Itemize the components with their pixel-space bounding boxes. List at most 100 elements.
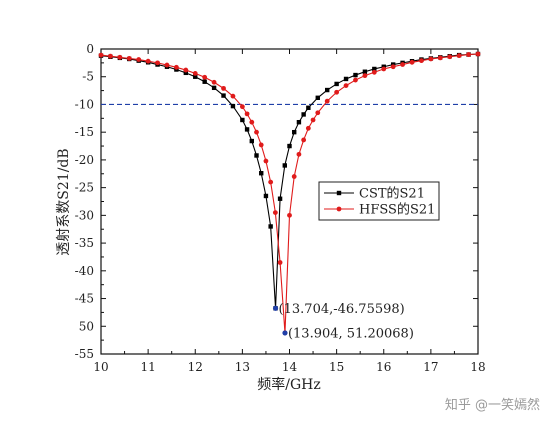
y-tick-label: -40 (75, 264, 94, 278)
watermark-text: 知乎 @一笑嫣然 (445, 397, 540, 413)
series-2-point (108, 53, 113, 59)
series-2-point (263, 158, 269, 164)
y-tick-label: -25 (75, 181, 94, 195)
series-2-point (390, 64, 396, 70)
series-1-point (221, 93, 226, 98)
series-2-point (244, 111, 250, 117)
series-2-point (437, 55, 443, 61)
y-tick-label: -55 (75, 347, 94, 361)
annotation-marker (272, 305, 279, 311)
series-2-point (428, 56, 434, 62)
series-1-point (193, 74, 198, 79)
series-2-point (192, 71, 198, 76)
series-2-point (409, 59, 415, 65)
y-tick-label: -45 (75, 292, 94, 306)
series-1-point (263, 193, 269, 199)
series-2-point (400, 62, 405, 67)
series-2-point (419, 58, 424, 64)
series-2-point (315, 110, 321, 116)
series-2-point (145, 58, 151, 64)
series-2-point (249, 119, 255, 125)
series-1-point (362, 69, 368, 74)
y-tick-label: -20 (75, 153, 94, 167)
y-tick-label: 0 (86, 42, 94, 56)
series-1-point (287, 143, 292, 149)
x-tick-label: 12 (188, 360, 203, 374)
series-2-point (343, 83, 349, 88)
series-2-point (353, 77, 358, 83)
series-2-point (447, 54, 453, 60)
series-2-point (211, 79, 217, 85)
series-2-point (277, 260, 283, 265)
y-tick-label: -30 (75, 208, 94, 222)
series-2-point (268, 179, 274, 185)
series-line-1 (100, 53, 479, 309)
series-2-point (117, 54, 123, 60)
series-2-point (334, 89, 340, 95)
series-2-point (362, 73, 368, 79)
annotation-label: (13.904, 51.20068) (288, 326, 414, 341)
series-1-point (254, 153, 259, 158)
x-tick-label: 11 (140, 360, 155, 374)
series-2-point (475, 51, 481, 57)
series-2-point (296, 151, 302, 157)
series-2-point (126, 56, 132, 61)
x-tick-label: 10 (93, 360, 108, 374)
annotation-marker (282, 330, 288, 336)
series-1-point (183, 70, 189, 76)
series-2-point (305, 125, 311, 131)
series-1-point (325, 87, 330, 93)
series-2-point (456, 53, 462, 59)
series-2-point (183, 67, 189, 73)
x-tick-label: 15 (329, 360, 344, 374)
series-1-point (211, 85, 217, 91)
series-2-point (98, 52, 104, 58)
annotation-label: (13.704,-46.75598) (279, 302, 405, 317)
series-2-point (466, 52, 471, 57)
series-2-point (254, 129, 259, 135)
x-tick-label: 14 (282, 360, 298, 374)
y-tick-label: -35 (75, 236, 94, 250)
series-2-point (324, 98, 330, 104)
series-2-point (371, 69, 377, 75)
series-1-point (244, 127, 250, 132)
y-axis-label: 透射系数S21/dB (56, 148, 72, 255)
legend-entry-label: CST的S21 (359, 186, 425, 202)
series-2-point (239, 104, 245, 110)
y-tick-label: -5 (82, 70, 94, 84)
y-tick-label: -15 (75, 125, 94, 139)
y-tick-label: -10 (75, 97, 94, 111)
series-1-point (259, 171, 264, 176)
series-1-point (301, 112, 306, 117)
series-2-point (272, 210, 278, 215)
series-1-point (230, 103, 236, 109)
series-2-point (164, 62, 170, 68)
x-tick-label: 16 (376, 360, 391, 374)
series-1-point (249, 138, 254, 144)
series-1-point (296, 120, 302, 125)
series-1-point (292, 129, 297, 135)
series-2-point (291, 174, 297, 179)
series-1-point (343, 76, 349, 82)
x-tick-label: 13 (235, 360, 250, 374)
series-2-point (136, 57, 142, 62)
series-2-point (155, 60, 160, 66)
series-2-point (230, 93, 236, 99)
series-1-point (315, 95, 320, 100)
legend-swatch-marker (336, 206, 342, 212)
series-1-point (282, 163, 287, 168)
y-tick-label: 50 (79, 319, 94, 333)
series-2-point (221, 85, 226, 91)
series-1-point (268, 224, 273, 229)
series-1-point (372, 66, 377, 72)
legend-entry-label: HFSS的S21 (359, 202, 435, 218)
series-1-point (202, 79, 207, 84)
series-2-point (301, 137, 307, 143)
series-2-point (174, 64, 179, 70)
series-2-point (202, 74, 208, 80)
legend-box (318, 181, 440, 221)
x-tick-label: 17 (423, 360, 438, 374)
